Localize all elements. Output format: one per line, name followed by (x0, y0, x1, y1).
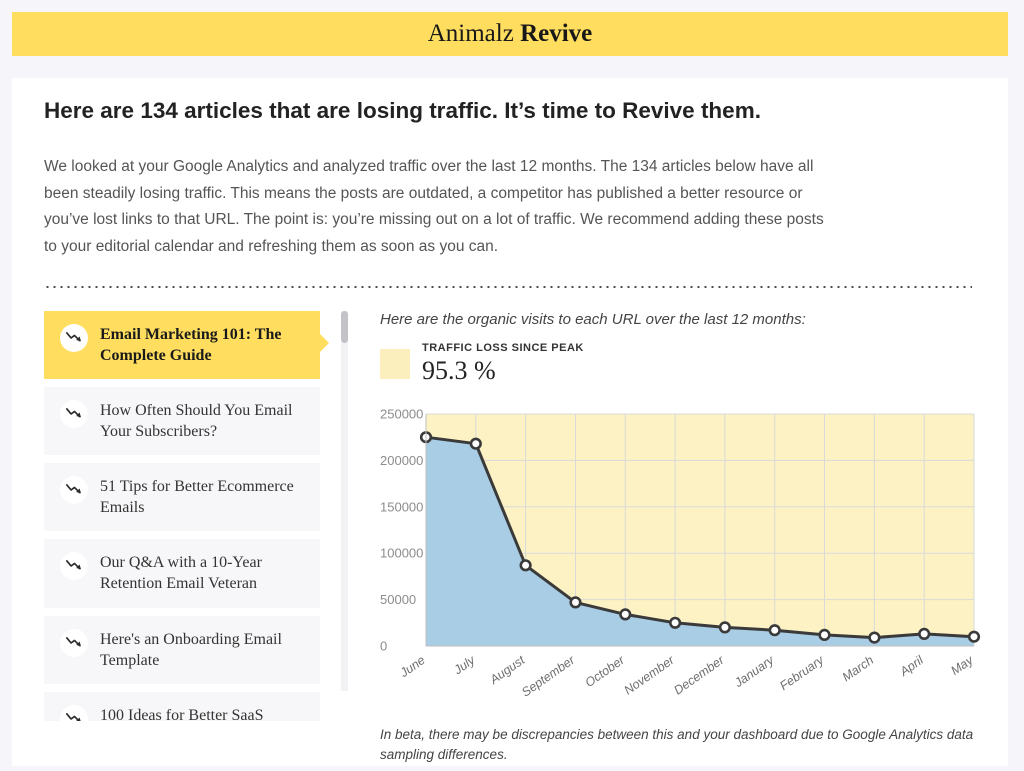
svg-text:August: August (487, 652, 528, 687)
svg-text:January: January (731, 652, 777, 690)
svg-text:200000: 200000 (380, 453, 423, 468)
svg-text:June: June (397, 653, 428, 681)
svg-text:250000: 250000 (380, 406, 423, 421)
svg-text:May: May (948, 652, 976, 677)
svg-text:50000: 50000 (380, 592, 416, 607)
svg-text:April: April (897, 652, 927, 679)
svg-text:100000: 100000 (380, 545, 423, 560)
svg-text:September: September (519, 652, 578, 699)
svg-text:November: November (622, 652, 678, 697)
svg-text:December: December (671, 652, 727, 697)
svg-text:March: March (840, 653, 877, 684)
svg-text:July: July (450, 652, 478, 677)
svg-text:0: 0 (380, 638, 387, 653)
svg-text:February: February (777, 652, 827, 693)
svg-text:October: October (583, 652, 628, 689)
svg-text:150000: 150000 (380, 499, 423, 514)
